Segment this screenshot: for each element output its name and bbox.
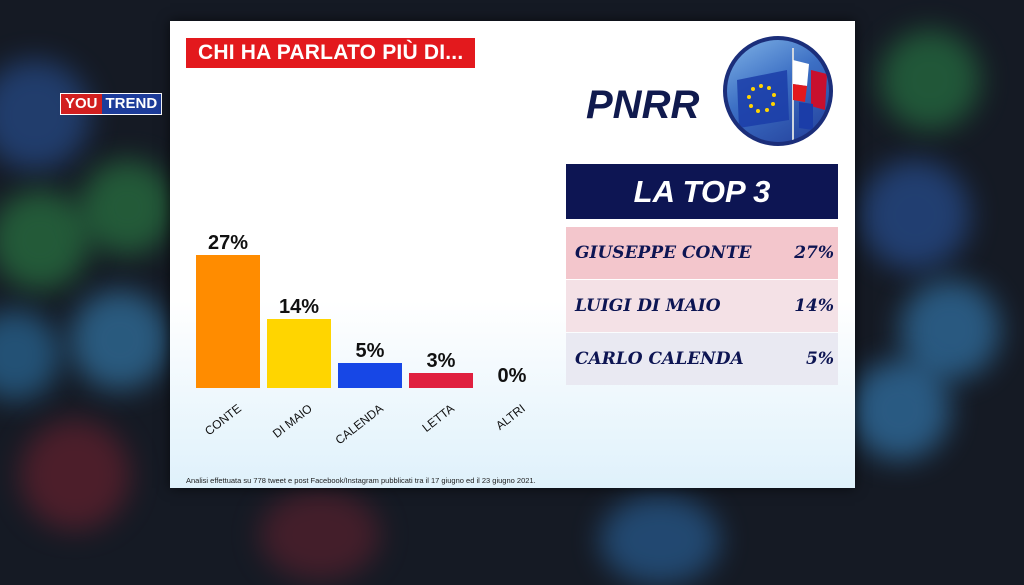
value-label: 27%: [208, 232, 248, 254]
top3-value: 14%: [794, 296, 834, 316]
background-icon-blur: [0, 190, 90, 290]
eu-flags-icon: [737, 48, 827, 140]
background-icon-blur: [600, 495, 720, 585]
brand-part-2: TREND: [101, 94, 162, 114]
headline: CHI HA PARLATO PIÙ DI...: [186, 38, 476, 68]
background-icon-blur: [260, 490, 380, 580]
top3-name: LUIGI DI MAIO: [575, 296, 721, 316]
bar-chart: 27% CONTE 14% DI MAIO 5% CALENDA 3% LETTA 0% ALTR…: [196, 232, 528, 447]
value-label: 3%: [427, 350, 456, 372]
background-icon-blur: [0, 310, 60, 400]
topic-title: PNRR: [586, 83, 700, 127]
background-icon-blur: [850, 360, 950, 460]
infographic-card: CHI HA PARLATO PIÙ DI... PNRR 27% CONTE 14…: [170, 21, 855, 488]
top3-row-2: LUIGI DI MAIO 14%: [566, 280, 838, 332]
top3-title: LA TOP 3: [566, 164, 838, 219]
background-icon-blur: [20, 420, 130, 530]
category-label: ALTRI: [493, 401, 528, 432]
top3-row-3: CARLO CALENDA 5%: [566, 333, 838, 385]
background-icon-blur: [70, 290, 170, 390]
top3-name: CARLO CALENDA: [575, 349, 744, 369]
bar-calenda: [338, 363, 402, 388]
top3-value: 5%: [806, 349, 834, 369]
background-icon-blur: [880, 30, 980, 130]
youtrend-logo: YOU TREND: [60, 93, 163, 115]
value-label: 5%: [356, 340, 385, 362]
category-label: LETTA: [420, 401, 457, 434]
category-label: DI MAIO: [270, 401, 315, 440]
value-label: 14%: [279, 296, 319, 318]
background-icon-blur: [860, 160, 970, 270]
top3-row-1: GIUSEPPE CONTE 27%: [566, 227, 838, 279]
background-icon-blur: [80, 160, 175, 255]
brand-part-1: YOU: [61, 94, 102, 114]
footnote: Analisi effettuata su 778 tweet e post F…: [186, 476, 536, 485]
top3-value: 27%: [794, 243, 834, 263]
top3-name: GIUSEPPE CONTE: [575, 243, 752, 263]
bar-letta: [409, 373, 473, 388]
eu-flags-photo: [723, 36, 833, 146]
bar-di-maio: [267, 319, 331, 388]
background-icon-blur: [0, 60, 90, 170]
bar-conte: [196, 255, 260, 388]
category-label: CONTE: [202, 401, 244, 438]
category-label: CALENDA: [333, 401, 386, 447]
value-label: 0%: [498, 365, 527, 387]
